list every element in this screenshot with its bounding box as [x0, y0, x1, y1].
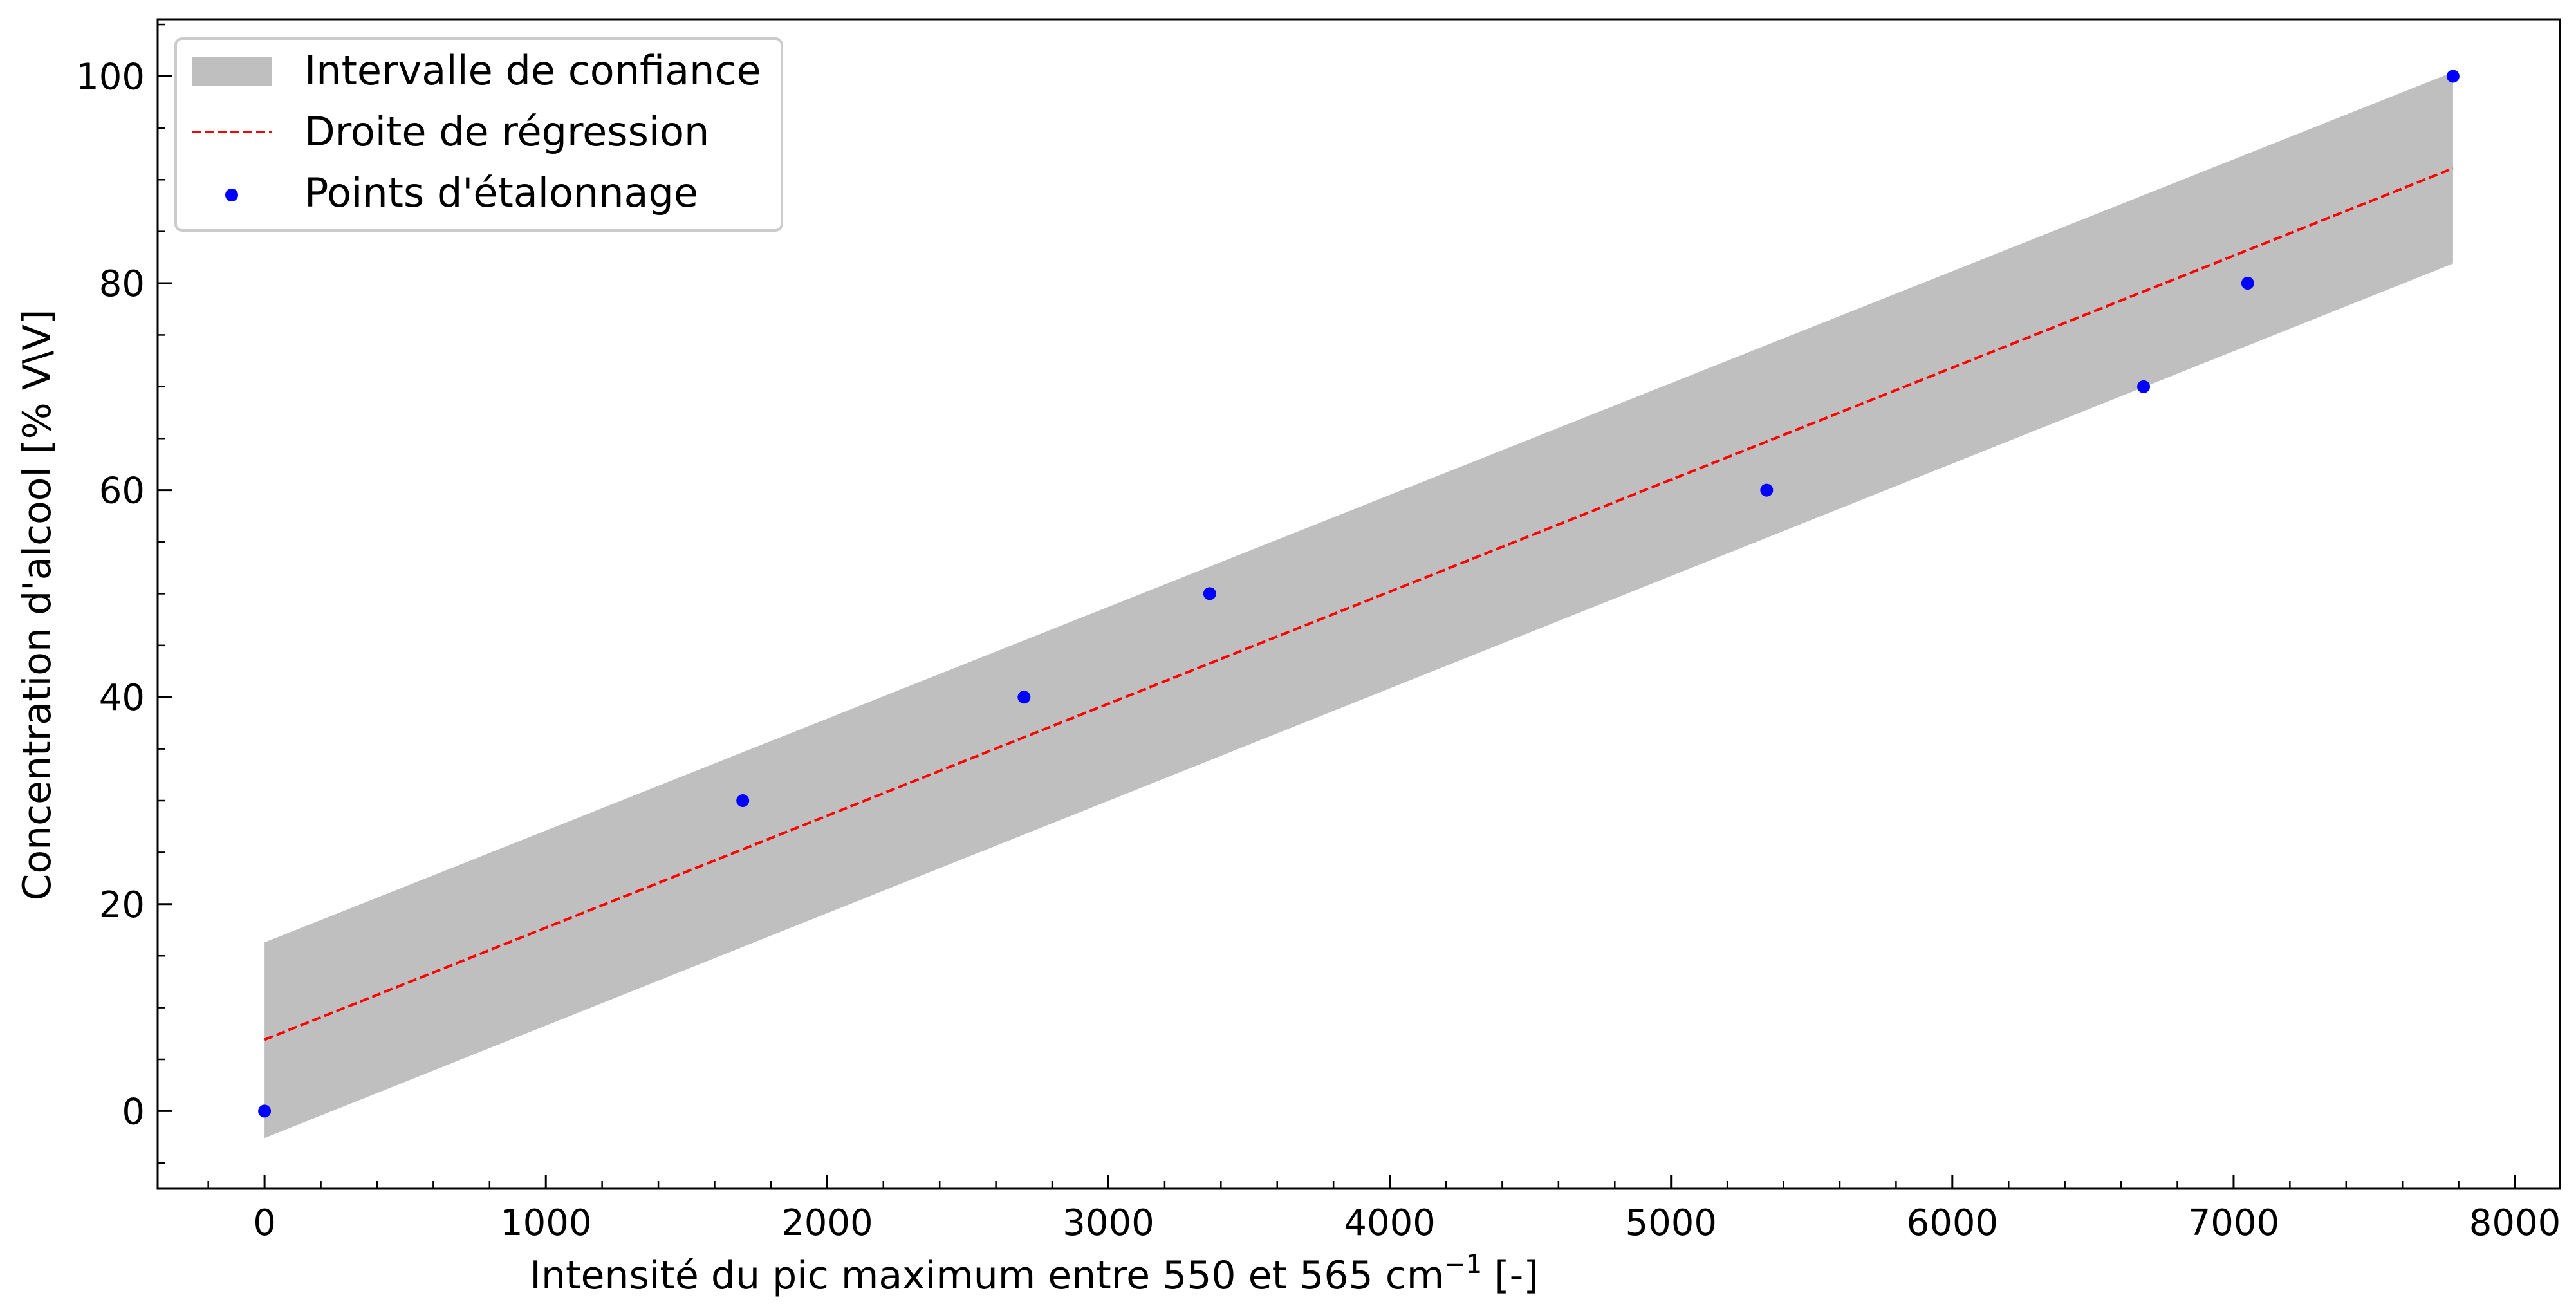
y-tick-label: 80: [99, 263, 145, 305]
calibration-point: [1760, 483, 1774, 497]
x-tick-label: 7000: [2188, 1202, 2280, 1244]
calibration-point: [1203, 587, 1216, 600]
x-axis-label: Intensité du pic maximum entre 550 et 56…: [530, 1250, 1538, 1298]
calibration-point: [258, 1104, 272, 1118]
legend-frame: [174, 37, 783, 232]
x-tick-label: 2000: [781, 1202, 873, 1244]
legend-swatch-band: [192, 57, 272, 86]
y-tick-label: 40: [99, 677, 145, 719]
y-tick-label: 20: [99, 884, 145, 926]
y-tick-label: 0: [122, 1091, 145, 1133]
legend-label-points: Points d'étalonnage: [304, 169, 698, 216]
x-tick-label: 4000: [1344, 1202, 1436, 1244]
x-tick-label: 5000: [1625, 1202, 1717, 1244]
axes: 0 1000 2000 3000 4000 5000 6000 7000 8000 0 20 40 60…: [76, 18, 2561, 1244]
calibration-point: [2241, 277, 2254, 290]
y-tick-label: 100: [76, 56, 145, 98]
x-tick-label: 8000: [2469, 1202, 2561, 1244]
x-tick-label: 0: [253, 1202, 276, 1244]
y-axis-label: Concentration d'alcool [% V\V]: [15, 310, 60, 901]
x-tick-label: 3000: [1062, 1202, 1154, 1244]
calibration-point: [2137, 380, 2151, 393]
calibration-point: [2446, 70, 2460, 83]
legend-label-line: Droite de régression: [304, 108, 709, 155]
plot-area: [258, 70, 2460, 1139]
x-tick-label: 6000: [1907, 1202, 1999, 1244]
regression-line: [264, 167, 2454, 1041]
x-axis-label-superscript: −1: [1444, 1250, 1482, 1279]
calibration-point: [1017, 691, 1031, 704]
x-tick-label: 1000: [500, 1202, 592, 1244]
y-tick-label: 60: [99, 470, 145, 512]
legend-label-band: Intervalle de confiance: [304, 47, 761, 94]
axes-frame: [156, 18, 2561, 1190]
legend: Intervalle de confiance Droite de régres…: [174, 37, 783, 232]
legend-swatch-point: [225, 189, 238, 201]
calibration-point: [736, 794, 750, 808]
